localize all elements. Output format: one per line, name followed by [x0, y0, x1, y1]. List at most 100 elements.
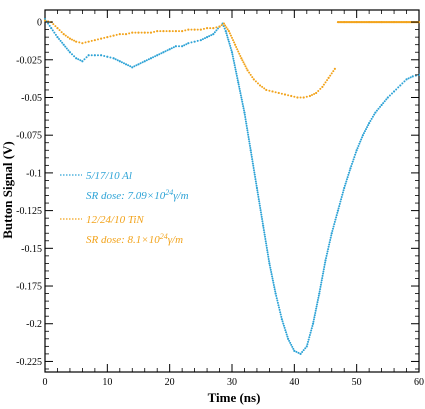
- legend-dose-al-exp: 24: [165, 188, 173, 197]
- trace-dot: [234, 68, 237, 71]
- trace-dot: [273, 288, 276, 291]
- trace-dot: [48, 24, 51, 27]
- trace-dot: [159, 30, 162, 33]
- trace-dot: [59, 39, 62, 42]
- trace-dot: [196, 28, 199, 31]
- trace-dot: [259, 209, 262, 212]
- trace-dot: [290, 343, 293, 346]
- trace-dot: [339, 200, 342, 203]
- trace-dot: [321, 274, 324, 277]
- trace-dot: [316, 301, 319, 304]
- trace-dot: [210, 34, 213, 37]
- trace-dot: [228, 32, 231, 35]
- trace-dot: [335, 214, 338, 217]
- trace-dot: [261, 85, 264, 88]
- trace-dot: [232, 39, 235, 42]
- y-tick-label: -0.05: [21, 93, 42, 104]
- trace-dot: [208, 35, 211, 38]
- trace-dot: [60, 31, 63, 34]
- trace-dot: [318, 290, 321, 293]
- trace-dot: [71, 38, 74, 41]
- trace-dot: [233, 41, 236, 44]
- data-point: [75, 57, 78, 60]
- trace-dot: [285, 333, 288, 336]
- data-point: [246, 69, 249, 72]
- data-point: [252, 78, 255, 81]
- trace-dot: [153, 30, 156, 33]
- trace-dot: [90, 54, 93, 57]
- trace-dot: [264, 240, 267, 243]
- series-0: [43, 17, 421, 355]
- trace-dot: [241, 102, 244, 105]
- data-point: [283, 93, 287, 96]
- trace-dot: [196, 39, 199, 42]
- data-point: [149, 57, 153, 60]
- y-tick-label: -0.125: [16, 206, 42, 217]
- trace-dot: [371, 115, 374, 118]
- trace-dot: [340, 196, 343, 199]
- x-tick-label: 60: [414, 377, 424, 388]
- trace-dot: [237, 83, 240, 86]
- trace-dot: [312, 318, 315, 321]
- trace-dot: [250, 151, 253, 154]
- trace-dot: [268, 264, 271, 267]
- trace-dot: [260, 213, 263, 216]
- trace-dot: [79, 59, 82, 62]
- trace-dot: [265, 242, 268, 245]
- trace-dot: [236, 77, 239, 80]
- data-point: [143, 60, 146, 63]
- data-point: [305, 345, 308, 348]
- trace-dot: [347, 173, 350, 176]
- trace-dot: [304, 347, 307, 350]
- trace-dot: [327, 245, 330, 248]
- data-point: [75, 40, 78, 43]
- data-point: [349, 167, 352, 170]
- data-point: [218, 25, 221, 28]
- data-point: [336, 209, 340, 212]
- trace-dot: [326, 252, 329, 255]
- trace-dot: [285, 331, 288, 334]
- trace-dot: [266, 251, 269, 254]
- trace-dot: [244, 120, 247, 123]
- trace-dot: [215, 26, 218, 29]
- trace-dot: [272, 281, 275, 284]
- data-point: [361, 134, 364, 137]
- y-tick-label: -0.15: [21, 244, 42, 255]
- trace-dot: [332, 70, 335, 73]
- trace-dot: [230, 49, 233, 52]
- trace-dot: [388, 94, 391, 97]
- trace-dot: [255, 184, 258, 187]
- data-point: [302, 96, 305, 99]
- trace-dot: [65, 47, 68, 50]
- trace-dot: [90, 39, 93, 42]
- trace-dot: [344, 182, 347, 185]
- trace-dot: [324, 81, 327, 84]
- trace-dot: [240, 98, 243, 101]
- trace-dot: [264, 238, 267, 241]
- trace-dot: [237, 50, 240, 53]
- trace-dot: [127, 64, 130, 67]
- trace-dot: [248, 144, 251, 147]
- data-point: [355, 149, 358, 152]
- trace-dot: [129, 65, 132, 68]
- trace-dot: [329, 239, 332, 242]
- trace-dot: [114, 58, 117, 61]
- trace-dot: [363, 130, 366, 133]
- data-point: [222, 22, 225, 25]
- data-point: [68, 51, 72, 54]
- trace-dot: [128, 32, 131, 35]
- trace-dot: [249, 73, 252, 76]
- trace-dot: [190, 41, 193, 44]
- trace-dot: [141, 61, 144, 64]
- trace-dot: [253, 169, 255, 172]
- trace-dot: [319, 285, 322, 288]
- trace-dot: [103, 55, 106, 58]
- trace-dot: [257, 193, 260, 196]
- trace-dot: [269, 268, 272, 271]
- trace-dot: [52, 23, 55, 26]
- trace-dot: [246, 127, 249, 130]
- trace-dot: [184, 29, 187, 32]
- trace-dot: [317, 89, 320, 92]
- y-tick-label: -0.1: [26, 168, 42, 179]
- data-point: [124, 33, 128, 36]
